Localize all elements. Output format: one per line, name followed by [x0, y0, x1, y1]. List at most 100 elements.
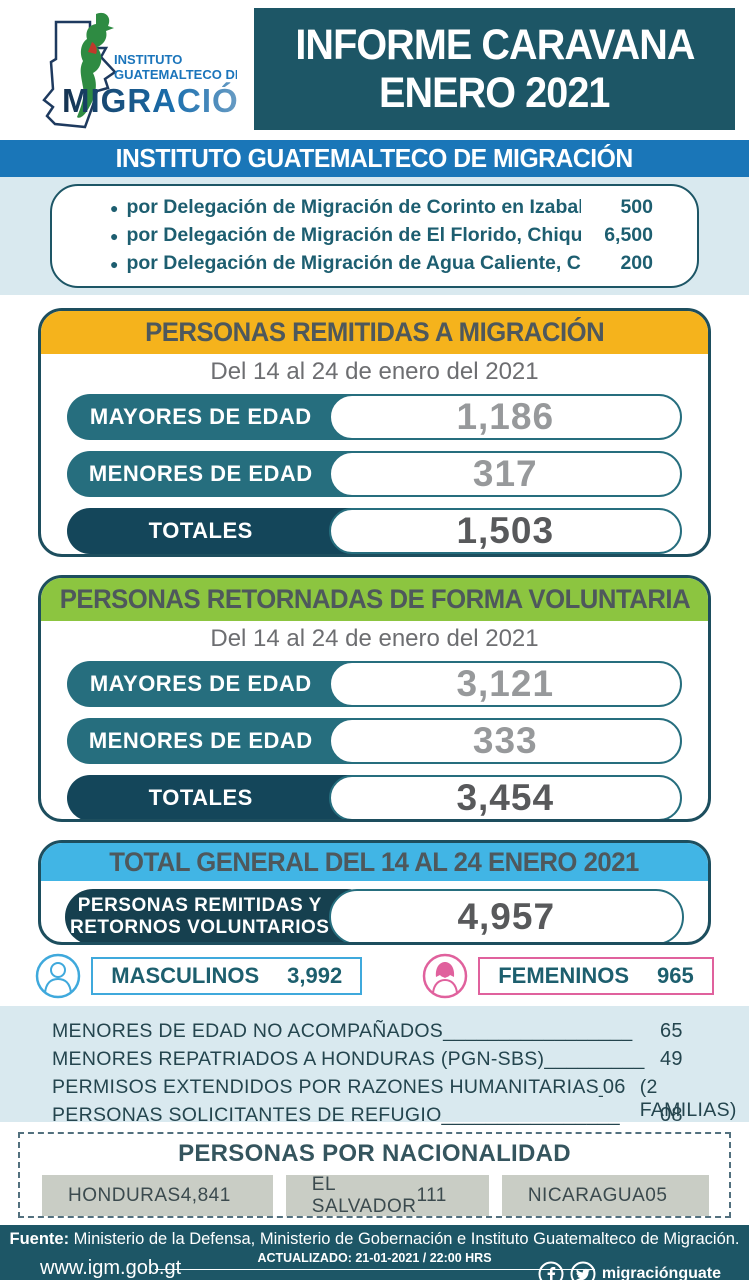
institution-banner-text: INSTITUTO GUATEMALTECO DE MIGRACIÓN	[115, 143, 634, 173]
delegation-label: por Delegación de Migración de Agua Cali…	[126, 252, 581, 274]
header: INSTITUTO GUATEMALTECO DE MIGRACIÓN INFO…	[0, 0, 749, 140]
website-link[interactable]: www.igm.gob.gt	[40, 1257, 182, 1279]
social-handle[interactable]: migraciónguate	[601, 1265, 721, 1280]
country-label: EL SALVADOR	[311, 1173, 417, 1217]
row-value: 1,503	[328, 508, 682, 554]
stats-section: MENORES DE EDAD NO ACOMPAÑADOS__________…	[0, 1006, 749, 1126]
data-row-total: TOTALES 1,503	[67, 508, 682, 554]
igm-logo: INSTITUTO GUATEMALTECO DE MIGRACIÓN	[42, 12, 237, 129]
stat-row: MENORES REPATRIADOS A HONDURAS (PGN-SBS)…	[52, 1048, 749, 1076]
nationality-cell-nicaragua: NICARAGUA 05	[501, 1175, 710, 1216]
footer-divider	[154, 1269, 595, 1270]
row-label-line2: RETORNOS VOLUNTARIOS	[70, 917, 330, 938]
report-title-line1: INFORME CARAVANA	[294, 20, 695, 69]
nationality-cell-elsalvador: EL SALVADOR 111	[285, 1173, 489, 1217]
stat-value: 49	[660, 1048, 683, 1070]
row-label: MAYORES DE EDAD	[67, 394, 375, 440]
bullet-icon: ●	[110, 200, 119, 216]
data-row: MENORES DE EDAD 333	[67, 718, 682, 764]
gender-female: FEMENINOS 965	[422, 953, 714, 999]
stat-label: MENORES DE EDAD NO ACOMPAÑADOS__________…	[52, 1020, 633, 1042]
footer: Fuente: Ministerio de la Defensa, Minist…	[0, 1225, 749, 1280]
row-label: MENORES DE EDAD	[67, 451, 375, 497]
row-value: 3,454	[328, 775, 682, 819]
stat-label: PERSONAS SOLICITANTES DE REFUGIO________…	[52, 1104, 620, 1126]
delegation-value: 500	[620, 196, 653, 218]
male-count-box: MASCULINOS 3,992	[91, 957, 363, 995]
gender-row: MASCULINOS 3,992 FEMENINOS 965	[0, 951, 749, 1001]
row-label: TOTALES	[67, 775, 375, 819]
delegation-item: ● por Delegación de Migración de Agua Ca…	[110, 250, 653, 278]
country-value: 4,841	[180, 1184, 231, 1206]
country-value: 05	[645, 1184, 668, 1206]
female-person-icon	[422, 953, 468, 999]
row-label: MENORES DE EDAD	[67, 718, 375, 764]
row-label: TOTALES	[67, 508, 375, 554]
logo-line2: GUATEMALTECO DE	[114, 67, 237, 82]
source-line: Fuente: Ministerio de la Defensa, Minist…	[0, 1230, 749, 1249]
nationality-title: PERSONAS POR NACIONALIDAD	[178, 1140, 571, 1167]
logo-line1: INSTITUTO	[114, 52, 182, 67]
female-count-box: FEMENINOS 965	[478, 957, 714, 995]
report-title-box: INFORME CARAVANA ENERO 2021	[254, 8, 735, 130]
card-subtitle: Del 14 al 24 de enero del 2021	[210, 625, 539, 652]
row-label-line1: PERSONAS REMITIDAS Y	[77, 895, 322, 917]
stat-value: 65	[660, 1020, 683, 1042]
quetzal-icon	[77, 12, 114, 118]
guatemala-map-icon	[42, 20, 117, 129]
stat-label: PERMISOS EXTENDIDOS POR RAZONES HUMANITA…	[52, 1076, 603, 1098]
stat-label: MENORES REPATRIADOS A HONDURAS (PGN-SBS)…	[52, 1048, 645, 1070]
card-title: TOTAL GENERAL DEL 14 AL 24 ENERO 2021	[109, 846, 640, 877]
data-row: MENORES DE EDAD 317	[67, 451, 682, 497]
delegation-value: 200	[620, 252, 653, 274]
country-label: HONDURAS	[68, 1184, 181, 1206]
delegation-item: ● por Delegación de Migración de Corinto…	[110, 194, 653, 222]
nationality-box: PERSONAS POR NACIONALIDAD HONDURAS 4,841…	[18, 1132, 731, 1218]
stat-row: PERSONAS SOLICITANTES DE REFUGIO________…	[52, 1104, 749, 1132]
country-value: 111	[416, 1184, 447, 1206]
row-value: 317	[328, 451, 682, 497]
delegations-box: ● por Delegación de Migración de Corinto…	[50, 184, 699, 288]
card-header-band: PERSONAS REMITIDAS A MIGRACIÓN	[41, 311, 708, 354]
row-label: PERSONAS REMITIDAS Y RETORNOS VOLUNTARIO…	[65, 889, 375, 942]
female-value: 965	[657, 963, 694, 988]
delegation-label: por Delegación de Migración de El Florid…	[126, 224, 581, 246]
delegation-value: 6,500	[604, 224, 653, 246]
logo-line3: MIGRACIÓN	[62, 82, 237, 119]
stat-value: 08	[660, 1104, 683, 1126]
stat-row: PERMISOS EXTENDIDOS POR RAZONES HUMANITA…	[52, 1076, 749, 1121]
report-title-line2: ENERO 2021	[379, 69, 610, 117]
country-label: NICARAGUA	[527, 1184, 646, 1206]
bullet-icon: ●	[110, 256, 119, 272]
delegations-section: ● por Delegación de Migración de Corinto…	[0, 177, 749, 295]
row-value: 1,186	[328, 394, 682, 440]
card-header-band: TOTAL GENERAL DEL 14 AL 24 ENERO 2021	[41, 843, 708, 881]
social-links: migraciónguate	[538, 1261, 721, 1280]
delegation-label: por Delegación de Migración de Corinto e…	[126, 196, 581, 218]
male-person-icon	[36, 953, 81, 999]
delegation-item: ● por Delegación de Migración de El Flor…	[110, 222, 653, 250]
data-row: MAYORES DE EDAD 3,121	[67, 661, 682, 707]
source-label: Fuente:	[9, 1230, 70, 1248]
row-value: 3,121	[328, 661, 682, 707]
row-label: MAYORES DE EDAD	[67, 661, 375, 707]
stat-row: MENORES DE EDAD NO ACOMPAÑADOS__________…	[52, 1020, 749, 1048]
male-value: 3,992	[287, 963, 343, 988]
card-title: PERSONAS RETORNADAS DE FORMA VOLUNTARIA	[59, 584, 690, 614]
card-subtitle: Del 14 al 24 de enero del 2021	[210, 358, 539, 385]
twitter-icon[interactable]	[570, 1261, 596, 1280]
updated-line: ACTUALIZADO: 21-01-2021 / 22:00 HRS	[257, 1251, 492, 1265]
data-row-total: TOTALES 3,454	[67, 775, 682, 819]
data-row: MAYORES DE EDAD 1,186	[67, 394, 682, 440]
stat-value: 06	[602, 1076, 626, 1098]
male-label: MASCULINOS	[111, 963, 260, 988]
card-header-band: PERSONAS RETORNADAS DE FORMA VOLUNTARIA	[41, 578, 708, 621]
nationality-cell-honduras: HONDURAS 4,841	[42, 1175, 273, 1216]
card-total-general: TOTAL GENERAL DEL 14 AL 24 ENERO 2021 PE…	[38, 840, 711, 945]
bullet-icon: ●	[110, 228, 119, 244]
facebook-icon[interactable]	[538, 1261, 564, 1280]
female-label: FEMENINOS	[498, 963, 630, 988]
card-personas-retornadas: PERSONAS RETORNADAS DE FORMA VOLUNTARIA …	[38, 575, 711, 822]
source-text: Ministerio de la Defensa, Ministerio de …	[69, 1230, 740, 1248]
